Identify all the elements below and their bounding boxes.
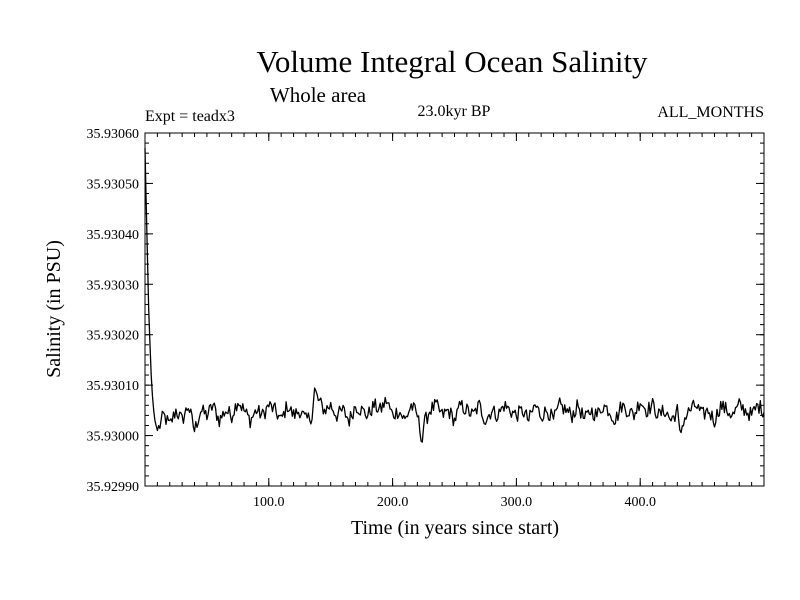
months-label: ALL_MONTHS (657, 104, 764, 121)
y-axis-label: Salinity (in PSU) (43, 240, 65, 378)
x-axis-label: Time (in years since start) (351, 517, 559, 539)
plot-frame (144, 132, 765, 487)
x-axis-ticks: 100.0 200.0 300.0 400.0 (253, 133, 656, 510)
salinity-series-line (144, 148, 765, 443)
y-tick-label: 35.93000 (87, 430, 140, 445)
y-tick-label: 35.93050 (87, 177, 140, 192)
chart-title: Volume Integral Ocean Salinity (256, 44, 648, 79)
x-tick-label: 400.0 (624, 495, 656, 510)
y-tick-label: 35.93030 (87, 278, 140, 293)
x-tick-label: 300.0 (501, 495, 533, 510)
y-tick-label: 35.92990 (87, 480, 140, 495)
x-tick-label: 100.0 (253, 495, 285, 510)
chart-subtitle: Whole area (270, 83, 367, 107)
x-tick-label: 200.0 (377, 495, 409, 510)
minor-ticks (144, 132, 765, 487)
y-tick-label: 35.93020 (87, 329, 140, 344)
y-tick-label: 35.93010 (87, 379, 140, 394)
y-tick-label: 35.93040 (87, 228, 140, 243)
y-tick-label: 35.93060 (87, 127, 140, 142)
experiment-label: Expt = teadx3 (145, 108, 235, 125)
y-axis-ticks: 35.92990 35.93000 35.93010 35.93020 35.93030… (87, 127, 764, 495)
period-label: 23.0kyr BP (418, 103, 491, 120)
